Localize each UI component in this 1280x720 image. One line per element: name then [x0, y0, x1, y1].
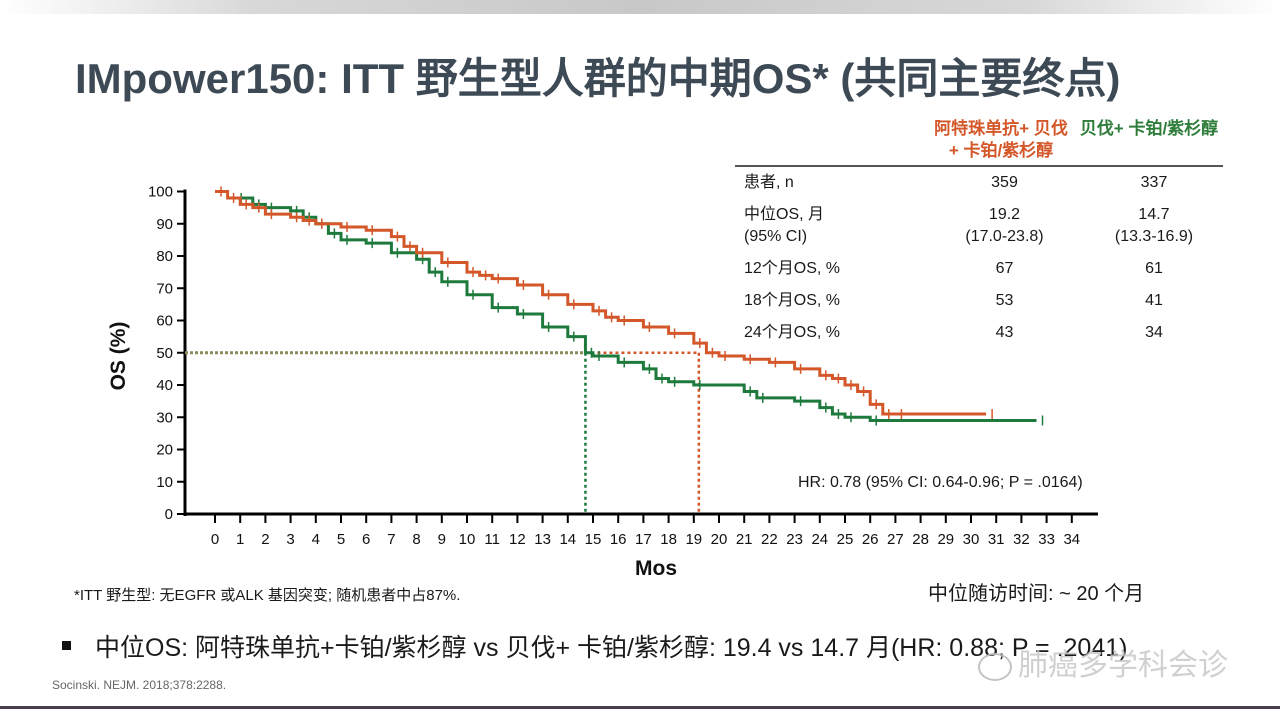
x-tick-label: 3 [286, 531, 294, 548]
curve-atezo [215, 190, 987, 416]
y-tick-label: 20 [156, 442, 173, 459]
x-tick-label: 25 [837, 531, 854, 548]
bottom-decor-bar [0, 706, 1280, 709]
x-tick-label: 13 [534, 531, 551, 548]
row-value-atezo: 67 [995, 260, 1014, 277]
slide-title: IMpower150: ITT 野生型人群的中期OS* (共同主要终点) [75, 55, 1121, 102]
x-tick-label: 22 [761, 531, 778, 548]
x-tick-label: 28 [912, 531, 929, 548]
x-tick-label: 27 [887, 531, 904, 548]
y-tick-label: 0 [165, 506, 173, 523]
x-tick-label: 34 [1063, 531, 1080, 548]
y-tick-label: 80 [156, 248, 173, 265]
x-tick-label: 7 [387, 531, 395, 548]
x-tick-label: 2 [261, 531, 269, 548]
y-tick-label: 100 [148, 184, 173, 201]
row-value-atezo: 53 [995, 292, 1014, 309]
median-reference-lines [185, 351, 701, 514]
x-tick-label: 30 [963, 531, 980, 548]
y-axis-label: OS (%) [107, 322, 130, 391]
bullet-point: 中位OS: 阿特珠单抗+卡铂/紫杉醇 vs 贝伐+ 卡铂/紫杉醇: 19.4 v… [62, 628, 1127, 664]
table-rule [735, 165, 1223, 167]
y-tick-label: 30 [156, 409, 173, 426]
x-tick-label: 32 [1013, 531, 1030, 548]
x-tick-label: 10 [459, 531, 476, 548]
top-decor-bar [0, 0, 1280, 14]
x-tick-label: 12 [509, 531, 526, 548]
x-tick-label: 15 [585, 531, 602, 548]
x-tick-label: 16 [610, 531, 627, 548]
y-tick-label: 40 [156, 377, 173, 394]
x-tick-label: 5 [337, 531, 345, 548]
citation: Socinski. NEJM. 2018;378:2288. [52, 678, 227, 692]
x-tick-label: 4 [312, 531, 320, 548]
row-value-atezo: 19.2 [988, 206, 1021, 223]
x-tick-label: 14 [559, 531, 576, 548]
col-header-bev: 贝伐+ 卡铂/紫杉醇 [1079, 119, 1219, 138]
x-tick-label: 19 [685, 531, 702, 548]
x-tick-label: 21 [736, 531, 753, 548]
x-tick-label: 20 [711, 531, 728, 548]
row-value-bev: 41 [1145, 292, 1163, 309]
y-tick-label: 60 [156, 313, 173, 330]
row-label: 中位OS, 月 [744, 206, 825, 223]
survival-curves [215, 186, 1044, 426]
bullet-text: 中位OS: 阿特珠单抗+卡铂/紫杉醇 vs 贝伐+ 卡铂/紫杉醇: 19.4 v… [95, 634, 1128, 662]
x-tick-label: 1 [236, 531, 244, 548]
x-axis-label: Mos [635, 557, 677, 580]
x-tick-label: 8 [412, 531, 420, 548]
watermark-text: 肺癌多学科会诊 [1018, 649, 1228, 682]
row-label: 12个月OS, % [744, 260, 841, 277]
row-value-atezo: 43 [995, 324, 1014, 341]
x-tick-label: 0 [211, 531, 219, 548]
row-ci-atezo: (17.0-23.8) [965, 228, 1044, 245]
row-value-bev: 34 [1145, 324, 1163, 341]
col-header-atezo: 阿特珠单抗+ 贝伐 + 卡铂/紫杉醇 [934, 119, 1068, 160]
x-tick-label: 6 [362, 531, 370, 548]
y-tick-label: 50 [156, 345, 173, 362]
bullet-square-icon [62, 640, 71, 650]
row-value-bev: 14.7 [1138, 206, 1170, 223]
row-value-bev: 61 [1145, 260, 1163, 277]
y-tick-label: 10 [156, 474, 173, 491]
row-label: 患者, n [744, 174, 794, 191]
row-value-bev: 337 [1140, 174, 1168, 191]
x-tick-label: 17 [635, 531, 652, 548]
row-label: 24个月OS, % [744, 324, 841, 341]
footnote: *ITT 野生型: 无EGFR 或ALK 基因突变; 随机患者中占87%. [74, 587, 461, 604]
row-value-atezo: 359 [991, 174, 1018, 191]
row-sublabel: (95% CI) [744, 228, 808, 245]
x-tick-label: 33 [1038, 531, 1055, 548]
x-tick-label: 18 [660, 531, 677, 548]
x-tick-label: 9 [438, 531, 446, 548]
x-tick-label: 29 [937, 531, 954, 548]
y-tick-label: 70 [156, 280, 173, 297]
curve-bev [235, 196, 1037, 422]
x-tick-label: 26 [862, 531, 879, 548]
median-followup: 中位随访时间: ~ 20 个月 [928, 583, 1145, 605]
x-tick-label: 24 [811, 531, 828, 548]
x-tick-label: 23 [786, 531, 803, 548]
row-ci-bev: (13.3-16.9) [1114, 228, 1194, 245]
row-label: 18个月OS, % [744, 292, 841, 309]
watermark: 肺癌多学科会诊 [978, 640, 1228, 684]
x-tick-label: 31 [988, 531, 1005, 548]
y-tick-label: 90 [156, 216, 173, 233]
hazard-ratio-annotation: HR: 0.78 (95% CI: 0.64-0.96; P = .0164) [798, 474, 1083, 491]
wechat-icon [978, 653, 1012, 682]
x-tick-label: 11 [484, 531, 500, 548]
